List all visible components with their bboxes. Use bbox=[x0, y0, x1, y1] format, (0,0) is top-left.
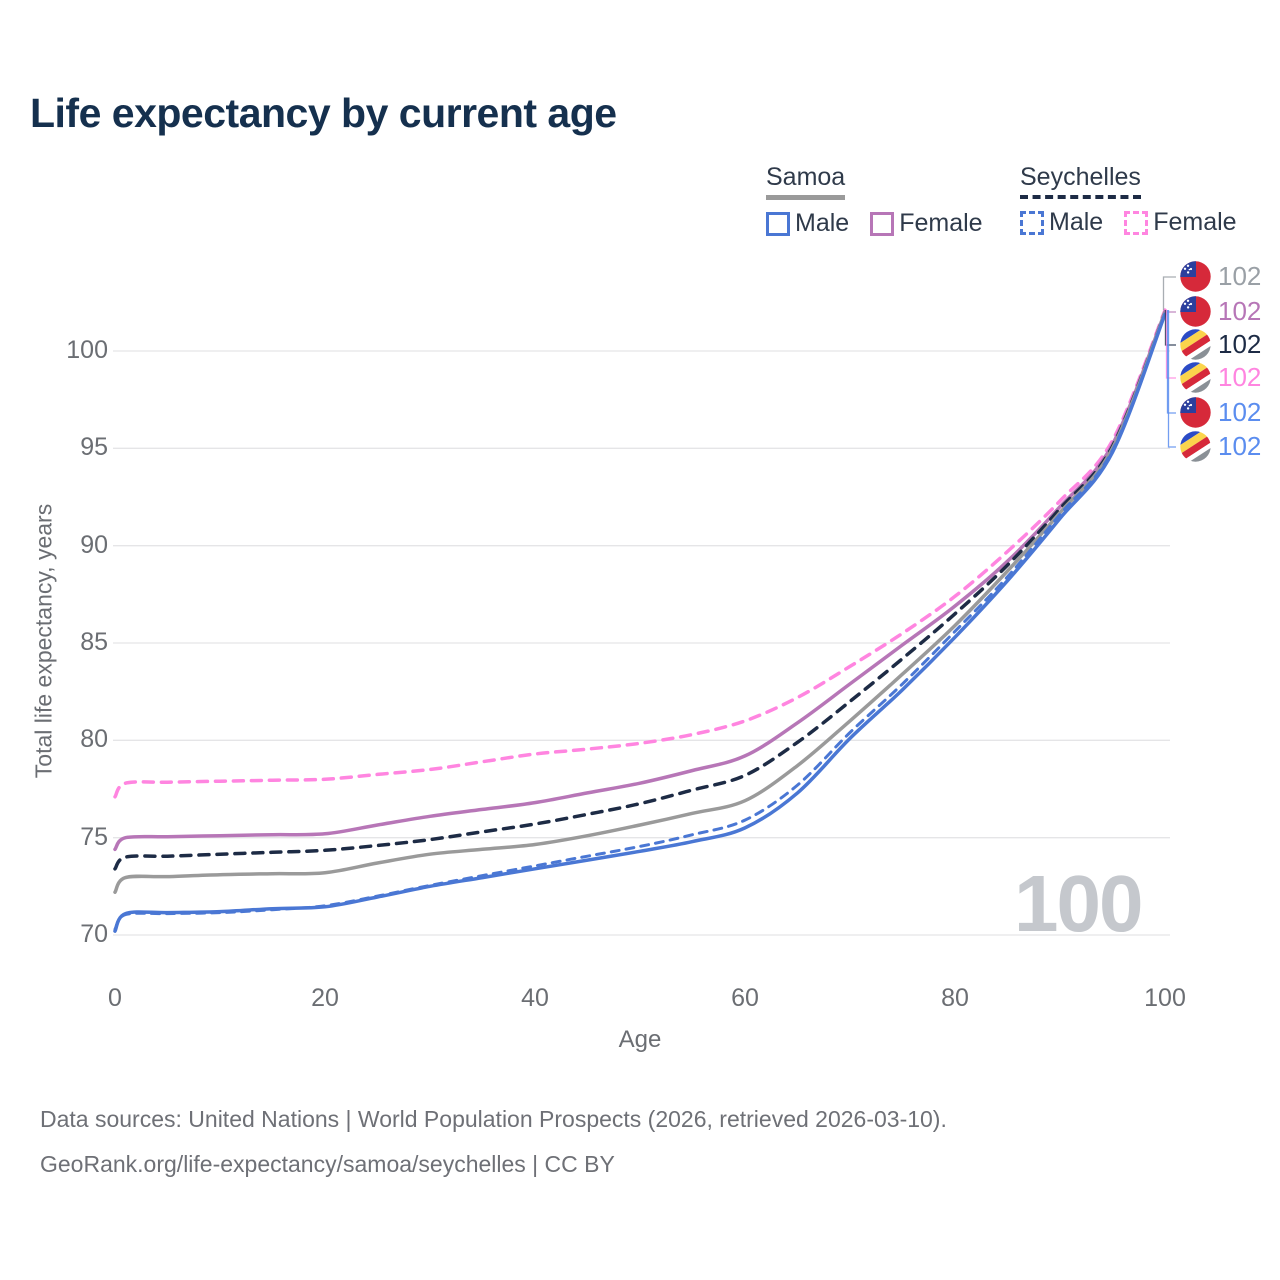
series-line-seychelles-female[interactable] bbox=[113, 308, 1167, 799]
end-label-leader-5 bbox=[1167, 310, 1176, 448]
seychelles-flag-icon bbox=[1180, 362, 1211, 393]
samoa-female-swatch bbox=[870, 211, 895, 236]
end-label-leader-1 bbox=[1163, 310, 1176, 313]
end-label-value: 102 bbox=[1218, 431, 1262, 461]
end-label-leader-0 bbox=[1162, 276, 1176, 310]
footer: Data sources: United Nations | World Pop… bbox=[40, 1106, 947, 1196]
x-tick-label-40: 40 bbox=[521, 984, 549, 1012]
legend-item-label: Male bbox=[1049, 208, 1104, 236]
series-line-seychelles-both-sexes[interactable] bbox=[113, 310, 1167, 871]
samoa-flag-icon bbox=[1180, 261, 1211, 292]
y-tick-label-70: 70 bbox=[80, 920, 108, 948]
samoa-flag-icon bbox=[1180, 296, 1211, 327]
legend-group-samoa: Samoa Male Female bbox=[766, 163, 1004, 238]
legend-item-label: Female bbox=[1153, 208, 1237, 236]
legend-item-label: Female bbox=[899, 209, 983, 237]
end-label-value: 102 bbox=[1218, 362, 1262, 392]
end-label-seychelles-male[interactable]: 102 bbox=[1180, 431, 1261, 462]
y-tick-label-90: 90 bbox=[80, 530, 108, 559]
y-tick-label-95: 95 bbox=[80, 433, 108, 462]
end-label-value: 102 bbox=[1218, 296, 1262, 326]
end-label-leader-4 bbox=[1166, 310, 1176, 414]
y-tick-label-75: 75 bbox=[80, 822, 108, 851]
series-line-samoa-male[interactable] bbox=[113, 312, 1167, 933]
y-tick-label-100: 100 bbox=[66, 335, 108, 364]
y-axis-title: Total life expectancy, years bbox=[30, 503, 57, 779]
end-label-samoa-both-sexes[interactable]: 102 bbox=[1180, 261, 1261, 292]
footer-sources: Data sources: United Nations | World Pop… bbox=[40, 1106, 947, 1132]
page-title: Life expectancy by current age bbox=[30, 90, 617, 136]
series-line-samoa-female[interactable] bbox=[113, 310, 1167, 852]
x-tick-label-100: 100 bbox=[1144, 984, 1186, 1012]
legend-item-seychelles-female[interactable]: Female bbox=[1124, 208, 1237, 237]
y-tick-label-85: 85 bbox=[80, 627, 108, 656]
samoa-flag-icon bbox=[1180, 397, 1211, 428]
series-line-samoa-both-sexes[interactable] bbox=[113, 310, 1167, 894]
end-label-seychelles-female[interactable]: 102 bbox=[1180, 362, 1261, 393]
legend-item-samoa-male[interactable]: Male bbox=[766, 209, 849, 238]
seychelles-flag-icon bbox=[1180, 431, 1211, 462]
x-tick-label-20: 20 bbox=[311, 984, 339, 1012]
x-axis-title: Age bbox=[618, 1026, 662, 1053]
end-label-samoa-male[interactable]: 102 bbox=[1180, 397, 1261, 428]
footer-link[interactable]: GeoRank.org/life-expectancy/samoa/seyche… bbox=[40, 1151, 615, 1177]
end-label-leader-3 bbox=[1165, 310, 1176, 379]
series-line-seychelles-male[interactable] bbox=[113, 312, 1167, 931]
legend-group-seychelles: Seychelles Male Female bbox=[1020, 163, 1258, 237]
seychelles-flag-icon bbox=[1180, 329, 1211, 360]
end-label-value: 102 bbox=[1218, 397, 1262, 427]
legend-item-seychelles-male[interactable]: Male bbox=[1020, 208, 1103, 237]
x-tick-label-60: 60 bbox=[731, 984, 759, 1012]
age-counter-watermark: 100 bbox=[1014, 859, 1143, 948]
x-tick-label-0: 0 bbox=[108, 984, 122, 1012]
legend-item-label: Male bbox=[795, 209, 850, 237]
x-tick-label-80: 80 bbox=[941, 984, 969, 1012]
end-label-seychelles-both-sexes[interactable]: 102 bbox=[1180, 329, 1261, 360]
end-label-value: 102 bbox=[1218, 329, 1262, 359]
y-tick-label-80: 80 bbox=[80, 725, 108, 754]
legend-group-title-samoa[interactable]: Samoa bbox=[766, 163, 846, 200]
end-label-samoa-female[interactable]: 102 bbox=[1180, 296, 1261, 327]
end-label-leader-2 bbox=[1164, 310, 1176, 346]
seychelles-female-swatch bbox=[1124, 210, 1149, 235]
legend-item-samoa-female[interactable]: Female bbox=[870, 209, 983, 238]
legend-group-title-seychelles[interactable]: Seychelles bbox=[1020, 163, 1141, 199]
samoa-male-swatch bbox=[766, 211, 790, 236]
seychelles-male-swatch bbox=[1020, 210, 1044, 235]
end-label-value: 102 bbox=[1218, 261, 1262, 291]
